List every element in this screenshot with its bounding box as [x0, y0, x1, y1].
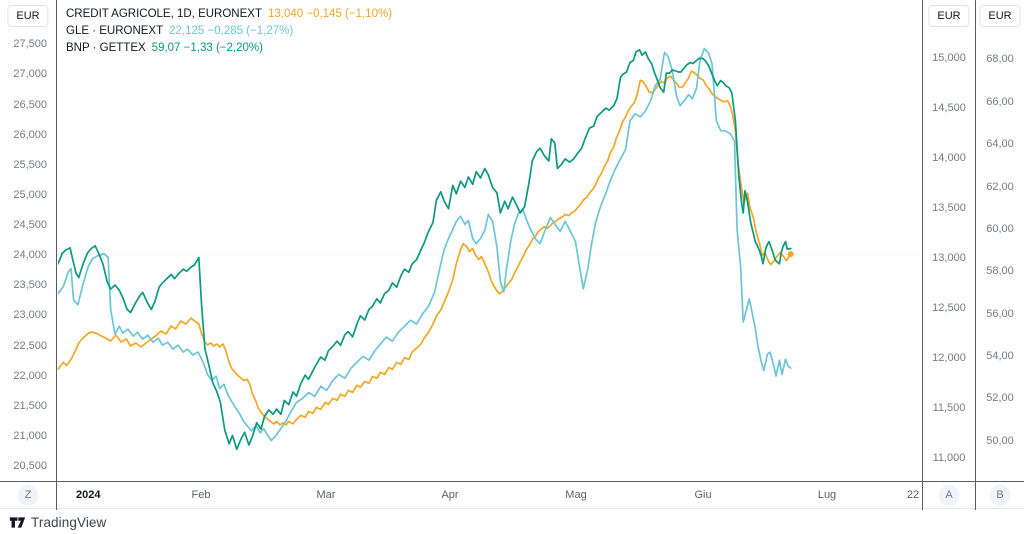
axis-tick-label: 27,500 [13, 38, 47, 51]
legend-price: 59,07 [151, 42, 181, 54]
legend-change: −0,145 (−1,10%) [306, 8, 393, 20]
time-axis-month-label: Mag [565, 489, 587, 501]
axis-tick-label: 14,500 [932, 102, 966, 115]
legend-price: 22,125 [169, 25, 205, 37]
axis-tick-label: 66,00 [986, 95, 1014, 108]
series-last-point-credit-agricole [787, 251, 794, 258]
axis-tick-label: 13,000 [932, 252, 966, 265]
legend-change: −0,285 (−1,27%) [207, 25, 294, 37]
timezone-button[interactable]: Z [17, 485, 39, 506]
legend-change: −1,33 (−2,20%) [183, 42, 263, 54]
axis-tick-label: 13,500 [932, 202, 966, 215]
axis-tick-label: 14,000 [932, 152, 966, 165]
axis-tick-label: 12,000 [932, 352, 966, 364]
tradingview-attribution[interactable]: TradingView [9, 512, 106, 532]
tradingview-logo-icon [9, 516, 26, 528]
axis-tick-label: 25,500 [13, 158, 47, 171]
axis-b-button[interactable]: B [989, 485, 1011, 506]
legend-symbol-title[interactable]: CREDIT AGRICOLE, 1D, EURONEXT [66, 8, 262, 20]
axis-tick-label: 68,00 [986, 53, 1014, 66]
chart-plot-area[interactable]: CREDIT AGRICOLE, 1D, EURONEXT 13,040 −0,1… [58, 0, 922, 481]
time-axis-month-label: 22 [906, 489, 920, 501]
axis-tick-label: 26,000 [13, 128, 47, 141]
time-axis-b-cell: B [975, 482, 1024, 510]
axis-tick-label: 11,500 [932, 401, 966, 414]
axis-tick-label: 25,000 [13, 188, 47, 201]
axis-tick-label: 20,500 [13, 459, 47, 472]
axis-tick-label: 26,500 [13, 98, 47, 111]
axis-tick-label: 24,500 [13, 219, 47, 231]
time-axis-left-cell: Z [0, 482, 57, 510]
legend-row-bnp[interactable]: BNP · GETTEX 59,07 −1,33 (−2,20%) [66, 40, 392, 57]
axis-tick-label: 23,000 [13, 309, 47, 322]
axis-tick-label: 50,00 [986, 434, 1014, 447]
axis-tick-label: 12,500 [932, 302, 966, 314]
axis-tick-label: 52,00 [986, 392, 1014, 405]
time-axis[interactable]: Z A B 2024 Feb Mar Apr Mag Giu Lug 22 [0, 481, 1024, 510]
legend-row-credit-agricole[interactable]: CREDIT AGRICOLE, 1D, EURONEXT 13,040 −0,1… [66, 6, 392, 23]
currency-button-right-b[interactable]: EUR [979, 5, 1021, 27]
axis-tick-label: 21,500 [13, 399, 47, 412]
time-axis-year-label: 2024 [76, 489, 101, 501]
axis-tick-label: 24,000 [13, 249, 47, 262]
legend-symbol-title[interactable]: GLE · EURONEXT [66, 25, 164, 37]
axis-tick-label: 27,000 [13, 68, 47, 81]
time-axis-month-label: Mar [316, 489, 336, 501]
axis-tick-label: 56,00 [986, 307, 1014, 320]
axis-tick-label: 22,000 [13, 369, 47, 382]
tradingview-logo-text: TradingView [31, 514, 107, 530]
time-axis-a-cell: A [922, 482, 975, 510]
axis-tick-label: 22,500 [13, 339, 47, 352]
time-axis-month-label: Giu [694, 489, 712, 501]
axis-tick-label: 54,00 [986, 350, 1014, 362]
time-axis-month-label: Feb [191, 489, 211, 501]
axis-a-button[interactable]: A [938, 485, 960, 506]
series-line-bnp [58, 48, 792, 451]
legend-row-gle[interactable]: GLE · EURONEXT 22,125 −0,285 (−1,27%) [66, 23, 392, 40]
time-axis-month-label: Lug [817, 489, 837, 501]
chart-legend: CREDIT AGRICOLE, 1D, EURONEXT 13,040 −0,1… [66, 6, 392, 57]
axis-tick-label: 11,000 [932, 451, 966, 464]
axis-tick-label: 64,00 [986, 138, 1014, 151]
price-axis-right-b-bnp[interactable]: EUR 68,00 66,00 64,00 62,00 60,00 58,00 56,00 5… [975, 0, 1024, 481]
currency-button-right-a[interactable]: EUR [928, 5, 970, 27]
legend-price: 13,040 [267, 8, 304, 20]
legend-symbol-title[interactable]: BNP · GETTEX [66, 42, 146, 54]
axis-tick-label: 23,500 [13, 279, 47, 292]
series-line-gle [58, 47, 792, 442]
price-axis-left-gle[interactable]: EUR 27,500 27,000 26,500 26,000 25,500 25,000… [0, 0, 57, 481]
axis-tick-label: 21,000 [13, 429, 47, 442]
axis-tick-label: 60,00 [986, 222, 1014, 235]
currency-button-left[interactable]: EUR [7, 5, 49, 27]
axis-tick-label: 58,00 [986, 265, 1014, 278]
series-line-credit-agricole [58, 70, 792, 426]
axis-tick-label: 15,000 [932, 52, 966, 65]
time-axis-month-label: Apr [441, 489, 459, 501]
axis-tick-label: 62,00 [986, 180, 1014, 193]
price-axis-right-a-credit-agricole[interactable]: EUR 15,000 14,500 14,000 13,500 13,000 12,500… [922, 0, 975, 481]
price-chart-svg [58, 47, 922, 451]
